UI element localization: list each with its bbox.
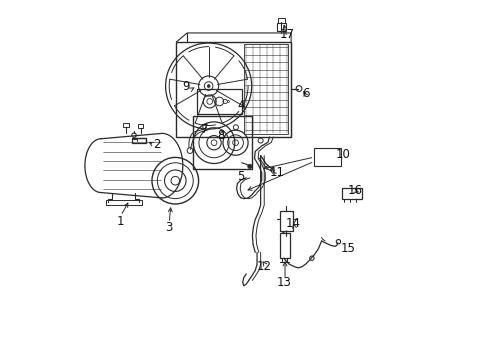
Bar [106,200,142,205]
Bar [279,211,293,231]
Text: 13: 13 [276,276,291,289]
Text: 15: 15 [340,242,355,255]
Text: 3: 3 [165,221,173,234]
Text: 5: 5 [237,170,244,183]
Text: 1: 1 [117,215,124,228]
Bar [138,125,142,128]
Bar [176,42,290,137]
Circle shape [247,164,251,168]
Bar [123,123,129,127]
Text: 4: 4 [237,99,244,112]
Text: 12: 12 [256,260,271,273]
Bar [314,148,341,166]
Text: 16: 16 [347,184,363,197]
Bar [192,116,251,169]
Text: 7: 7 [200,123,208,136]
Text: 10: 10 [335,148,350,161]
Circle shape [207,85,210,87]
Text: 2: 2 [153,138,160,151]
Bar [244,44,287,134]
Bar [279,233,289,258]
Text: 11: 11 [269,166,284,179]
Bar [277,23,285,31]
Bar [197,89,242,114]
Text: 14: 14 [285,216,300,230]
Text: 6: 6 [301,87,308,100]
Bar [278,18,284,23]
Text: 9: 9 [182,80,189,93]
Text: 8: 8 [217,129,224,142]
Bar [341,188,361,199]
Text: 17: 17 [279,28,294,41]
